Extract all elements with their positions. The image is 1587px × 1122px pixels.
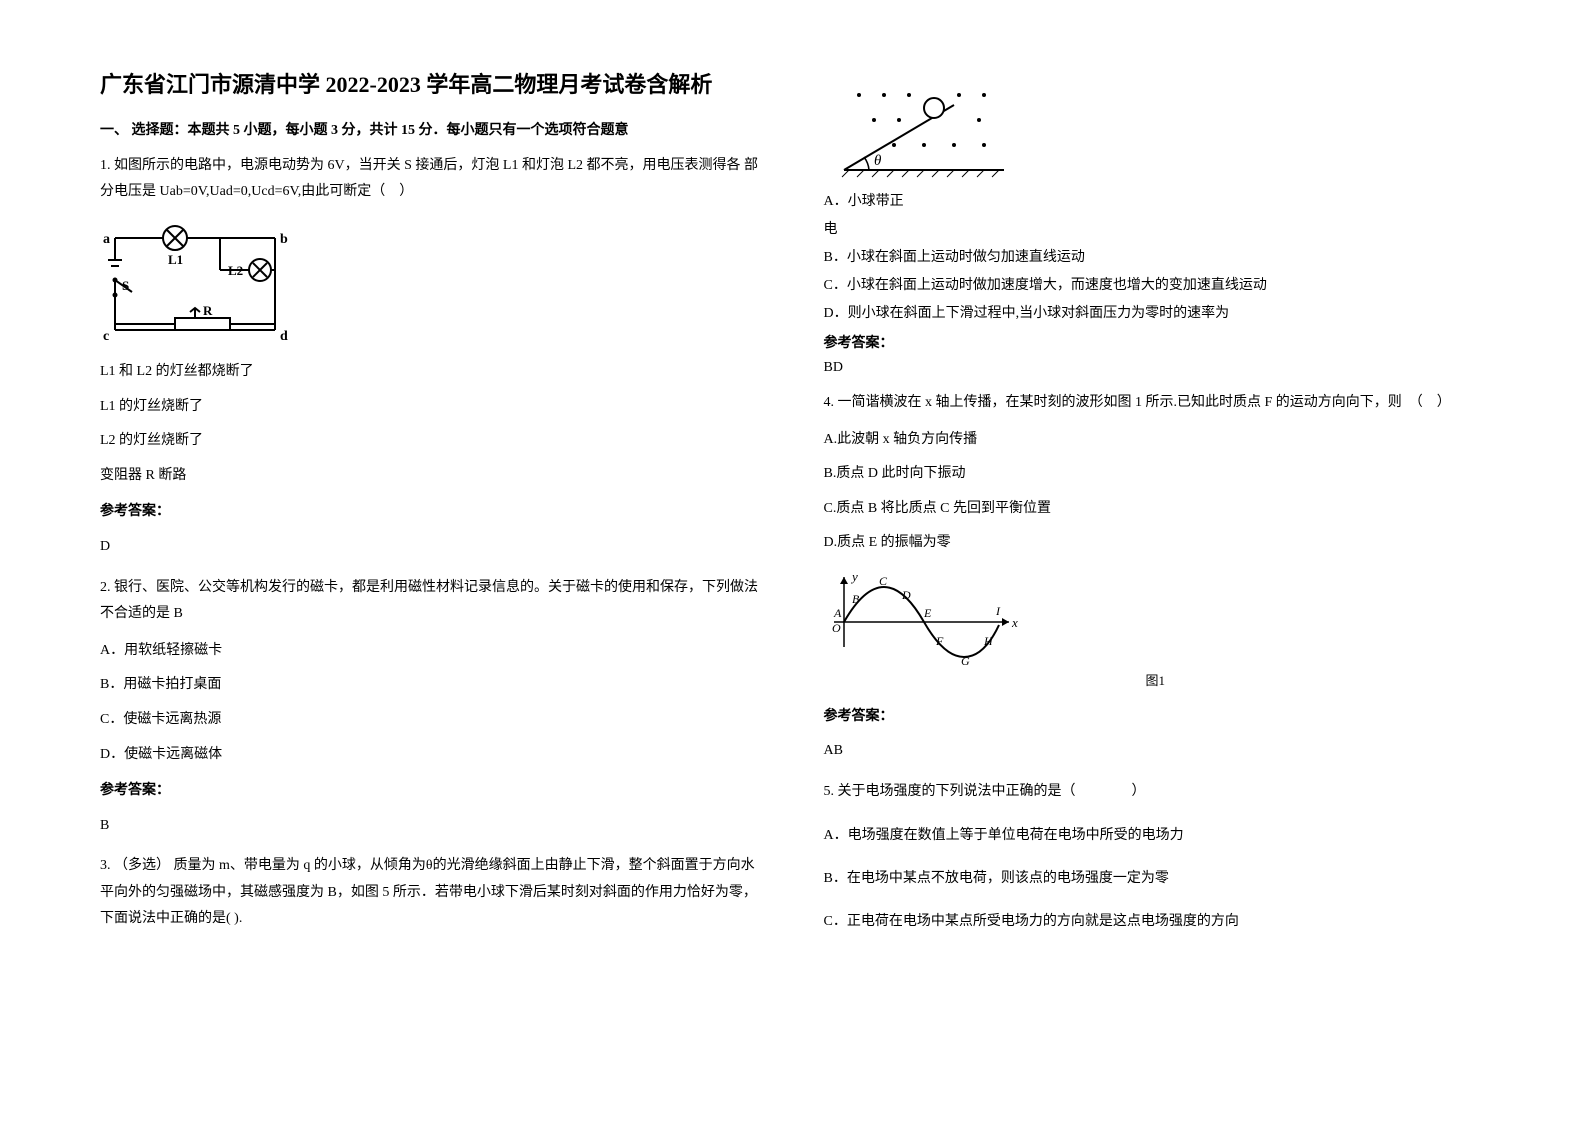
- svg-text:H: H: [983, 634, 994, 648]
- q3-figure: θ: [824, 80, 1488, 180]
- question-1: 1. 如图所示的电路中，电源电动势为 6V，当开关 S 接通后，灯泡 L1 和灯…: [100, 153, 764, 561]
- svg-text:G: G: [961, 654, 970, 667]
- question-4: 4. 一简谐横波在 x 轴上传播，在某时刻的波形如图 1 所示.已知此时质点 F…: [824, 390, 1488, 765]
- q3-text: 3. （多选） 质量为 m、带电量为 q 的小球，从倾角为θ的光滑绝缘斜面上由静…: [100, 853, 764, 933]
- q4-text: 4. 一简谐横波在 x 轴上传播，在某时刻的波形如图 1 所示.已知此时质点 F…: [824, 390, 1488, 417]
- svg-text:b: b: [280, 232, 288, 247]
- q4-optB: B.质点 D 此时向下振动: [824, 461, 1488, 488]
- q4-wave-figure: x y O A B C D E F G H I 图1: [824, 567, 1488, 694]
- q1-optD: 变阻器 R 断路: [100, 463, 764, 490]
- q2-optA: A．用软纸轻擦磁卡: [100, 638, 764, 665]
- svg-text:a: a: [103, 232, 110, 247]
- q3-optB: B．小球在斜面上运动时做匀加速直线运动: [824, 246, 1488, 266]
- q1-circuit-figure: a b c d L1 L2 S: [100, 220, 764, 345]
- right-column: θ A．小球带正 电 B．小球在斜面上运动时做匀加速直线运动 C．小球在斜面上运…: [824, 70, 1488, 1082]
- q3-answer-label: 参考答案：: [824, 332, 1488, 352]
- section-header: 一、 选择题：本题共 5 小题，每小题 3 分，共计 15 分．每小题只有一个选…: [100, 119, 764, 139]
- q1-text: 1. 如图所示的电路中，电源电动势为 6V，当开关 S 接通后，灯泡 L1 和灯…: [100, 153, 764, 206]
- svg-text:L2: L2: [228, 263, 243, 278]
- svg-text:E: E: [923, 606, 932, 620]
- svg-text:A: A: [833, 606, 842, 620]
- q2-optC: C．使磁卡远离热源: [100, 707, 764, 734]
- q3-optD: D．则小球在斜面上下滑过程中,当小球对斜面压力为零时的速率为: [824, 302, 1488, 322]
- svg-text:B: B: [852, 592, 860, 606]
- q3-optA: A．小球带正: [824, 190, 1488, 210]
- svg-text:θ: θ: [874, 153, 882, 169]
- q5-optA: A．电场强度在数值上等于单位电荷在电场中所受的电场力: [824, 823, 1488, 850]
- q2-optB: B．用磁卡拍打桌面: [100, 672, 764, 699]
- q3-optA2: 电: [824, 218, 1488, 238]
- q2-text: 2. 银行、医院、公交等机构发行的磁卡，都是利用磁性材料记录信息的。关于磁卡的使…: [100, 575, 764, 628]
- q1-answer: D: [100, 534, 764, 561]
- svg-text:y: y: [850, 569, 858, 584]
- q3-answer: BD: [824, 360, 1488, 376]
- svg-text:C: C: [879, 574, 888, 588]
- q4-optA: A.此波朝 x 轴负方向传播: [824, 427, 1488, 454]
- q4-answer-label: 参考答案：: [824, 704, 1488, 731]
- svg-text:I: I: [995, 604, 1001, 618]
- q1-answer-label: 参考答案：: [100, 499, 764, 526]
- q5-optC: C．正电荷在电场中某点所受电场力的方向就是这点电场强度的方向: [824, 909, 1488, 936]
- q1-optB: L1 的灯丝烧断了: [100, 394, 764, 421]
- q5-optB: B．在电场中某点不放电荷，则该点的电场强度一定为零: [824, 866, 1488, 893]
- q2-optD: D．使磁卡远离磁体: [100, 742, 764, 769]
- q1-optC: L2 的灯丝烧断了: [100, 428, 764, 455]
- svg-text:x: x: [1011, 615, 1018, 630]
- question-2: 2. 银行、医院、公交等机构发行的磁卡，都是利用磁性材料记录信息的。关于磁卡的使…: [100, 575, 764, 840]
- question-5: 5. 关于电场强度的下列说法中正确的是（ ） A．电场强度在数值上等于单位电荷在…: [824, 779, 1488, 935]
- svg-text:F: F: [935, 634, 944, 648]
- svg-text:c: c: [103, 329, 109, 344]
- q5-text: 5. 关于电场强度的下列说法中正确的是（ ）: [824, 779, 1488, 806]
- svg-text:O: O: [832, 621, 841, 635]
- q4-optC: C.质点 B 将比质点 C 先回到平衡位置: [824, 496, 1488, 523]
- svg-text:d: d: [280, 329, 288, 344]
- q4-answer: AB: [824, 738, 1488, 765]
- svg-text:R: R: [203, 303, 213, 318]
- exam-title: 广东省江门市源清中学 2022-2023 学年高二物理月考试卷含解析: [100, 70, 764, 101]
- q1-optA: L1 和 L2 的灯丝都烧断了: [100, 359, 764, 386]
- question-3-stem: 3. （多选） 质量为 m、带电量为 q 的小球，从倾角为θ的光滑绝缘斜面上由静…: [100, 853, 764, 933]
- q3-optC: C．小球在斜面上运动时做加速度增大，而速度也增大的变加速直线运动: [824, 274, 1488, 294]
- q2-answer-label: 参考答案：: [100, 778, 764, 805]
- left-column: 广东省江门市源清中学 2022-2023 学年高二物理月考试卷含解析 一、 选择…: [100, 70, 764, 1082]
- svg-text:D: D: [901, 588, 911, 602]
- q4-fig-label: 图1: [824, 669, 1488, 694]
- svg-text:L1: L1: [168, 252, 183, 267]
- svg-text:S: S: [122, 278, 129, 293]
- q2-answer: B: [100, 813, 764, 840]
- q4-optD: D.质点 E 的振幅为零: [824, 530, 1488, 557]
